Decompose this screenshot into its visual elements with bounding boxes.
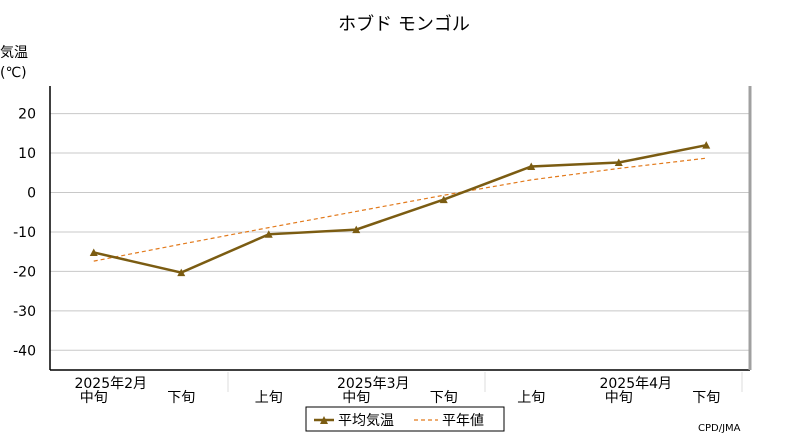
- y-tick-label-6: -40: [13, 343, 36, 359]
- plot-area: [89, 141, 711, 277]
- data-point-average-5: [527, 162, 536, 170]
- y-tick-label-3: -10: [13, 225, 36, 241]
- y-tick-label-4: -20: [13, 264, 36, 280]
- y-axis-label: 気温: [0, 45, 28, 61]
- data-point-average-6: [614, 158, 623, 167]
- x-axis: 中旬 下旬 上旬 中旬 下旬 上旬 中旬 下旬 2025年2月 2025年3月 2025年4月: [74, 372, 743, 406]
- legend-marker-average: [320, 416, 328, 424]
- y-tick-label-2: 0: [27, 186, 36, 202]
- y-tick-label-0: 20: [18, 107, 36, 123]
- data-point-average-0: [89, 248, 98, 256]
- data-point-average-2: [264, 230, 273, 238]
- legend: 平均気温 平年値: [305, 406, 505, 432]
- legend-box: [305, 406, 505, 432]
- y-tick-label-5: -30: [13, 304, 36, 320]
- month-label-2: 2025年4月: [599, 376, 672, 392]
- x-tick-label-2: 上旬: [255, 390, 283, 406]
- legend-label-average: 平均気温: [338, 413, 394, 429]
- data-point-average-7: [702, 141, 711, 149]
- gridlines: [49, 86, 752, 371]
- x-tick-label-3: 中旬: [342, 390, 370, 406]
- x-tick-label-5: 上旬: [517, 390, 545, 406]
- y-tick-labels: 20 10 0 -10 -20 -30 -40: [13, 107, 36, 360]
- y-tick-label-1: 10: [18, 146, 36, 162]
- data-point-average-1: [177, 268, 186, 277]
- legend-label-normal: 平年値: [442, 413, 484, 429]
- x-tick-label-6: 中旬: [605, 390, 633, 406]
- data-point-average-4: [439, 195, 448, 204]
- x-tick-label-4: 下旬: [430, 390, 458, 406]
- y-axis-unit: (℃): [0, 65, 27, 81]
- x-tick-label-1: 下旬: [167, 390, 195, 406]
- chart-title: ホブド モンゴル: [338, 13, 470, 35]
- data-point-average-3: [352, 225, 361, 234]
- x-tick-label-0: 中旬: [80, 390, 108, 406]
- month-label-1: 2025年3月: [337, 376, 410, 392]
- series-line-average: [93, 143, 707, 274]
- credit-text: CPD/JMA: [698, 423, 741, 434]
- month-label-0: 2025年2月: [74, 376, 147, 392]
- series-line-normal: [93, 157, 707, 262]
- x-tick-label-7: 下旬: [692, 390, 720, 406]
